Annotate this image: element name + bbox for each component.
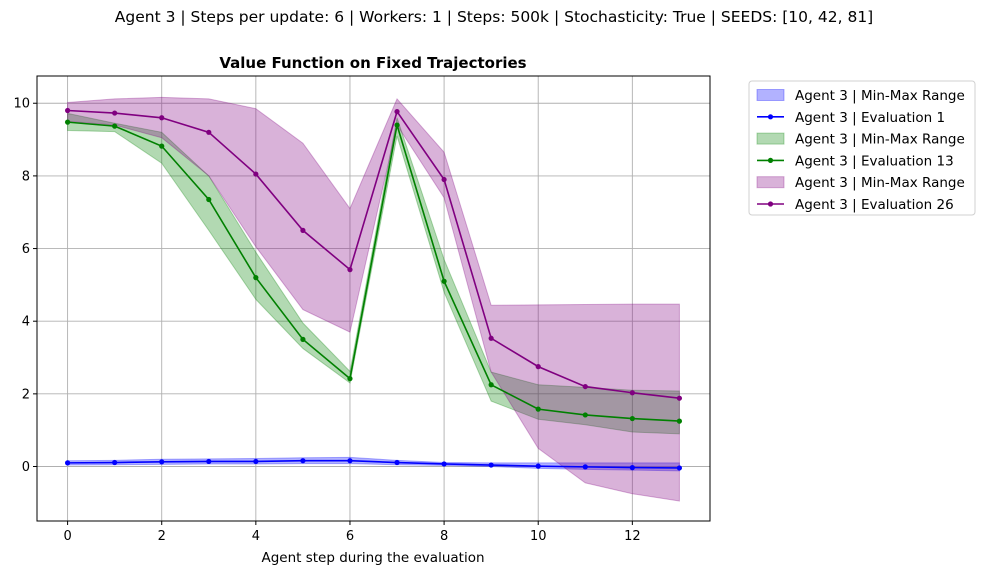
figure-suptitle: Agent 3 | Steps per update: 6 | Workers:…	[115, 8, 873, 26]
data-point	[441, 278, 447, 284]
legend-swatch-marker	[767, 201, 774, 207]
legend-swatch-band	[756, 89, 785, 101]
data-point	[629, 415, 635, 422]
min-max-band-3	[67, 96, 680, 502]
data-point	[582, 464, 588, 470]
data-point	[535, 406, 541, 412]
legend-label-line: Agent 3 | Evaluation 13	[795, 153, 954, 169]
axes-frame	[36, 75, 711, 522]
y-tick-label: 0	[22, 460, 30, 475]
data-point	[206, 458, 212, 465]
x-tick-label: 4	[252, 529, 260, 544]
data-point	[676, 418, 683, 424]
x-tick-label: 8	[440, 529, 448, 544]
legend-label-band: Agent 3 | Min-Max Range	[795, 132, 965, 148]
series-line-3	[67, 109, 680, 400]
data-point	[535, 463, 541, 469]
data-point	[206, 129, 212, 135]
data-point	[488, 462, 494, 468]
axes-title: Value Function on Fixed Trajectories	[219, 54, 526, 72]
data-point	[676, 395, 683, 401]
data-point	[206, 196, 212, 203]
data-point	[64, 107, 71, 114]
x-tick-label: 12	[624, 529, 641, 544]
x-tick-label: 0	[63, 529, 71, 544]
data-point	[300, 458, 306, 464]
series-line-2	[67, 121, 680, 422]
data-point	[394, 459, 400, 466]
min-max-band-2	[67, 112, 680, 435]
legend-label-line: Agent 3 | Evaluation 26	[795, 197, 954, 213]
data-point	[112, 110, 118, 116]
y-tick-label: 2	[22, 387, 30, 402]
data-point	[253, 458, 259, 465]
data-point	[488, 335, 494, 341]
x-tick-label: 10	[530, 529, 547, 544]
legend-label-band: Agent 3 | Min-Max Range	[795, 88, 965, 104]
data-point	[582, 412, 588, 418]
data-point	[159, 143, 165, 149]
data-point	[347, 376, 353, 382]
legend-box	[748, 80, 976, 216]
legend-swatch-band	[756, 132, 785, 145]
y-tick-label: 10	[13, 97, 30, 112]
data-point	[253, 275, 259, 281]
data-point	[629, 390, 635, 396]
x-tick-label: 2	[158, 529, 166, 544]
x-axis-label: Agent step during the evaluation	[261, 550, 484, 566]
data-point	[112, 459, 118, 466]
min-max-bands	[67, 96, 680, 502]
data-point	[347, 458, 353, 464]
data-point	[159, 459, 165, 465]
data-point	[488, 382, 494, 388]
data-point	[441, 461, 447, 467]
data-point	[112, 123, 118, 129]
y-tick-label: 4	[22, 315, 30, 330]
data-point	[253, 171, 259, 177]
data-point	[629, 465, 635, 471]
legend: Agent 3 | Min-Max Range Agent 3 | Evaluat…	[748, 80, 976, 216]
legend-swatch-marker	[767, 114, 774, 120]
x-tick-label: 6	[346, 529, 354, 544]
data-point	[64, 460, 71, 466]
axis-ticks: 0 2 4 6 8 10 12 0 2 4 6 8 10	[13, 97, 640, 544]
legend-label-band: Agent 3 | Min-Max Range	[795, 175, 965, 191]
legend-label-line: Agent 3 | Evaluation 1	[795, 110, 945, 126]
data-point	[394, 109, 400, 115]
data-point	[582, 383, 588, 390]
data-point	[441, 176, 447, 183]
data-point	[300, 227, 306, 233]
data-point	[394, 122, 400, 128]
data-point	[300, 336, 306, 342]
data-point	[347, 267, 353, 273]
data-point	[64, 119, 71, 125]
y-tick-label: 6	[22, 242, 30, 257]
grid-lines	[37, 76, 710, 521]
legend-swatch-marker	[767, 157, 774, 163]
data-point	[159, 115, 165, 121]
legend-swatch-band	[756, 176, 785, 189]
data-point	[535, 364, 541, 370]
y-tick-label: 8	[22, 169, 30, 184]
data-point	[676, 465, 683, 471]
series-line-1	[67, 459, 680, 469]
series-lines	[64, 107, 683, 471]
